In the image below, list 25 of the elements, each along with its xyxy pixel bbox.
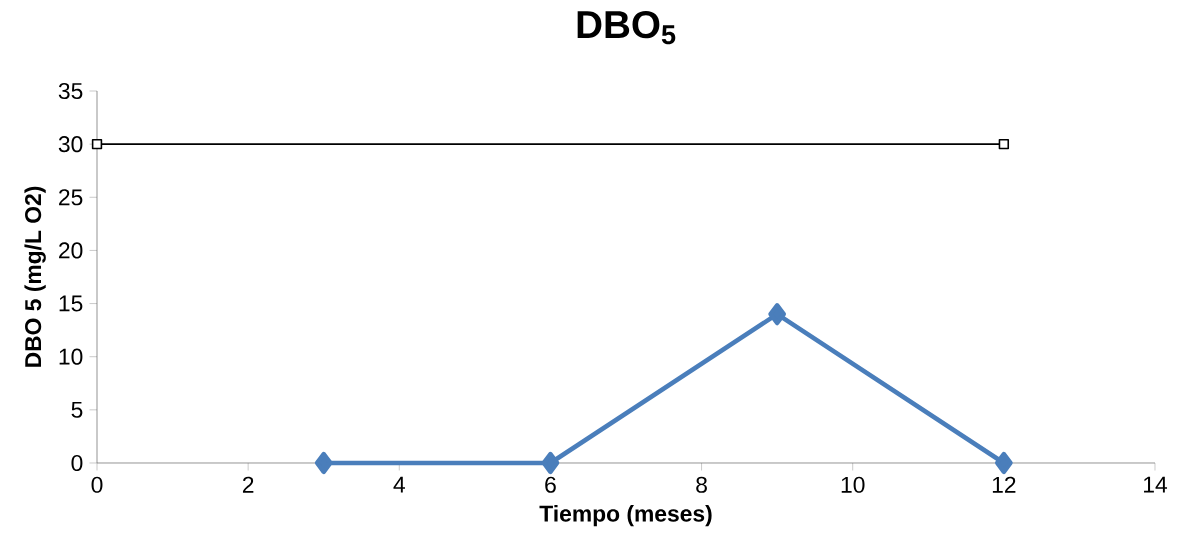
point	[768, 303, 787, 326]
x-tick-label: 10	[841, 476, 865, 493]
x-tick-label: 14	[1144, 476, 1168, 493]
y-tick-label: 20	[59, 242, 83, 259]
x-tick-label: 6	[545, 476, 556, 493]
x-tick-label: 0	[91, 476, 103, 493]
y-tick-label: 35	[58, 82, 83, 100]
x-tick-label: 2	[242, 476, 254, 493]
x-tick-label: 4	[393, 476, 405, 493]
x-axis-title: Tiempo (meses)	[539, 504, 712, 527]
point	[998, 138, 1010, 150]
x-tick-label: 12	[992, 476, 1016, 493]
point	[91, 138, 103, 150]
chart-title: DBO$_{5}$	[577, 10, 676, 45]
y-tick-label: 25	[59, 189, 83, 206]
y-tick-label: 15	[59, 295, 83, 312]
y-tick-label: 0	[71, 454, 83, 472]
x-tick-label: 8	[696, 476, 707, 493]
point	[314, 451, 333, 475]
y-tick-label: 5	[71, 401, 83, 418]
point	[541, 451, 560, 475]
point	[994, 451, 1013, 475]
y-tick-label: 30	[58, 136, 83, 153]
y-axis-title: DBO 5 (mg/L O2)	[24, 186, 46, 367]
y-tick-label: 10	[59, 348, 83, 365]
